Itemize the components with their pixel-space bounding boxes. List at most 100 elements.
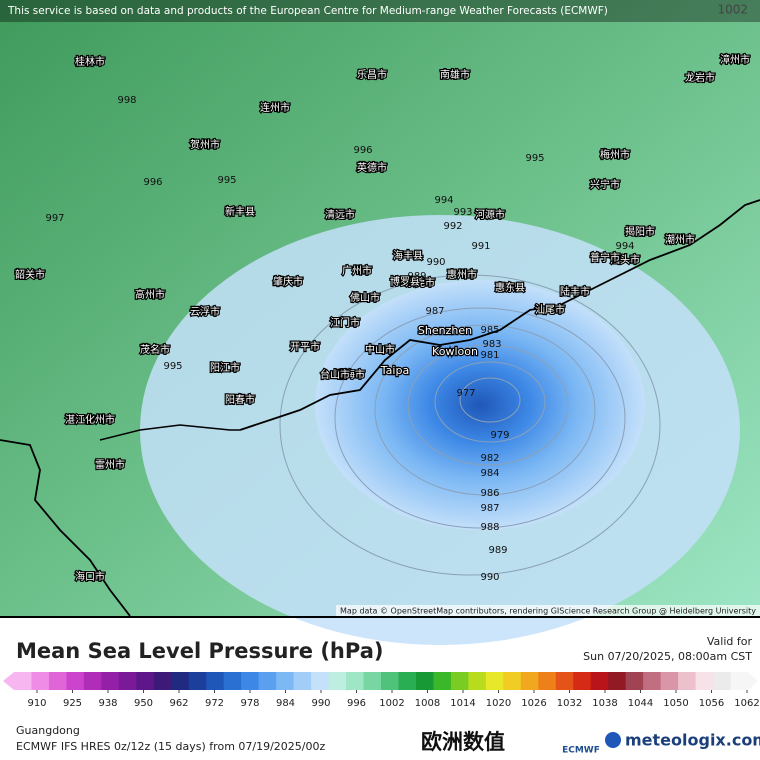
colorbar-end <box>748 672 758 690</box>
isobar-label: 983 <box>482 339 501 350</box>
colorbar-segment <box>48 672 67 690</box>
isobar-label: 998 <box>117 95 136 106</box>
colorbar-segment <box>398 672 417 690</box>
city-label: 梅州市 <box>600 148 630 161</box>
colorbar-tick-label: 1008 <box>415 698 440 709</box>
colorbar-tick-label: 1002 <box>379 698 404 709</box>
colorbar-tick-label: 1050 <box>663 698 688 709</box>
isobar-label: 995 <box>525 153 544 164</box>
isobar-label: 990 <box>426 257 445 268</box>
colorbar-segment <box>206 672 225 690</box>
city-label: 阳江市 <box>210 361 240 374</box>
city-label: 佛山市 <box>350 291 380 304</box>
colorbar-tick-label: 972 <box>205 698 224 709</box>
colorbar-segment <box>660 672 679 690</box>
model-info: ECMWF IFS HRES 0z/12z (15 days) from 07/… <box>16 740 326 753</box>
colorbar-segment <box>555 672 574 690</box>
city-label: 陆丰市 <box>560 285 590 298</box>
city-label: 潮州市 <box>665 233 695 246</box>
city-label: 博罗县 <box>390 275 420 288</box>
colorbar-tick-label: 1062 <box>734 698 759 709</box>
colorbar-segment <box>258 672 277 690</box>
brand[interactable]: meteologix.com <box>625 731 760 750</box>
colorbar-segment <box>381 672 399 690</box>
ecmwf-logo[interactable]: ECMWF <box>562 746 600 756</box>
city-label: Taipa <box>380 364 409 377</box>
colorbar-tick-label: 962 <box>169 698 188 709</box>
city-label: 乐昌市 <box>357 68 387 81</box>
city-label: 茂名市 <box>140 343 170 356</box>
colorbar-tick-label: 1020 <box>486 698 511 709</box>
city-label: 海口市 <box>75 570 105 583</box>
colorbar-tick-label: 910 <box>27 698 46 709</box>
isobar-label: 996 <box>143 177 162 188</box>
colorbar-segment <box>415 672 434 690</box>
city-label: 广州市 <box>342 264 372 277</box>
colorbar-segment <box>538 672 557 690</box>
city-label: 河源市 <box>475 208 505 221</box>
valid-label: Valid for <box>707 635 753 648</box>
isobar-label: 990 <box>480 572 499 583</box>
city-label: 南雄市 <box>440 68 470 81</box>
city-label: 雷州市 <box>95 458 125 471</box>
valid-time: Sun 07/20/2025, 08:00am CST <box>583 650 752 663</box>
colorbar-segment <box>101 672 120 690</box>
isobar-label: 994 <box>615 241 634 252</box>
colorbar-segment <box>625 672 644 690</box>
isobar-label: 995 <box>163 361 182 372</box>
colorbar-segment <box>730 672 749 690</box>
chinese-brand: 欧洲数值 <box>421 730 505 754</box>
colorbar-segment <box>31 672 50 690</box>
colorbar-segment <box>14 672 32 690</box>
colorbar-segment <box>293 672 312 690</box>
isobar-label: 997 <box>45 213 64 224</box>
colorbar-segment <box>66 672 85 690</box>
city-label: 漳州市 <box>720 53 750 66</box>
coastline <box>99 424 240 441</box>
colorbar-segment <box>503 672 522 690</box>
isobar-label: 994 <box>434 195 453 206</box>
isobar-label: 981 <box>480 350 499 361</box>
city-label: 连州市 <box>260 101 290 114</box>
city-label: 新丰县 <box>225 205 255 218</box>
isobar-label: 986 <box>480 488 499 499</box>
city-label: 英德市 <box>357 161 387 174</box>
isobar-label: 977 <box>456 388 475 399</box>
colorbar-tick-label: 938 <box>98 698 117 709</box>
isobar-label: 987 <box>480 503 499 514</box>
city-label: 中山市 <box>365 343 395 356</box>
isobar-label: 984 <box>480 468 499 479</box>
colorbar-segment <box>608 672 627 690</box>
colorbar-segment <box>136 672 155 690</box>
colorbar-tick-label: 1026 <box>521 698 546 709</box>
colorbar-tick-label: 1038 <box>592 698 617 709</box>
colorbar-tick-label: 950 <box>134 698 153 709</box>
pressure-area <box>315 280 645 530</box>
colorbar-tick-label: 1044 <box>628 698 653 709</box>
colorbar-segment <box>678 672 697 690</box>
colorbar-tick-label: 984 <box>276 698 295 709</box>
city-label: 海丰县 <box>393 249 423 262</box>
colorbar-segment <box>485 672 504 690</box>
attribution-bg <box>336 605 760 616</box>
coastline <box>239 199 760 431</box>
city-label: 贺州市 <box>190 138 220 151</box>
city-label: 湛江市 <box>65 413 95 426</box>
colorbar-segment <box>713 672 732 690</box>
city-label: 阳春市 <box>225 393 255 406</box>
colorbar-segment <box>223 672 242 690</box>
notice-bar <box>0 0 760 22</box>
city-label: 兴宁市 <box>590 178 620 191</box>
isobar-label: 985 <box>480 325 499 336</box>
colorbar-segment <box>695 672 714 690</box>
colorbar-segment <box>276 672 295 690</box>
city-label: 惠州市 <box>447 268 477 281</box>
city-label: 云浮市 <box>190 305 220 318</box>
isobar-label: 989 <box>488 545 507 556</box>
legend-title: Mean Sea Level Pressure (hPa) <box>16 639 383 663</box>
colorbar-tick-label: 1032 <box>557 698 582 709</box>
colorbar-segment <box>468 672 487 690</box>
colorbar-segment <box>188 672 207 690</box>
